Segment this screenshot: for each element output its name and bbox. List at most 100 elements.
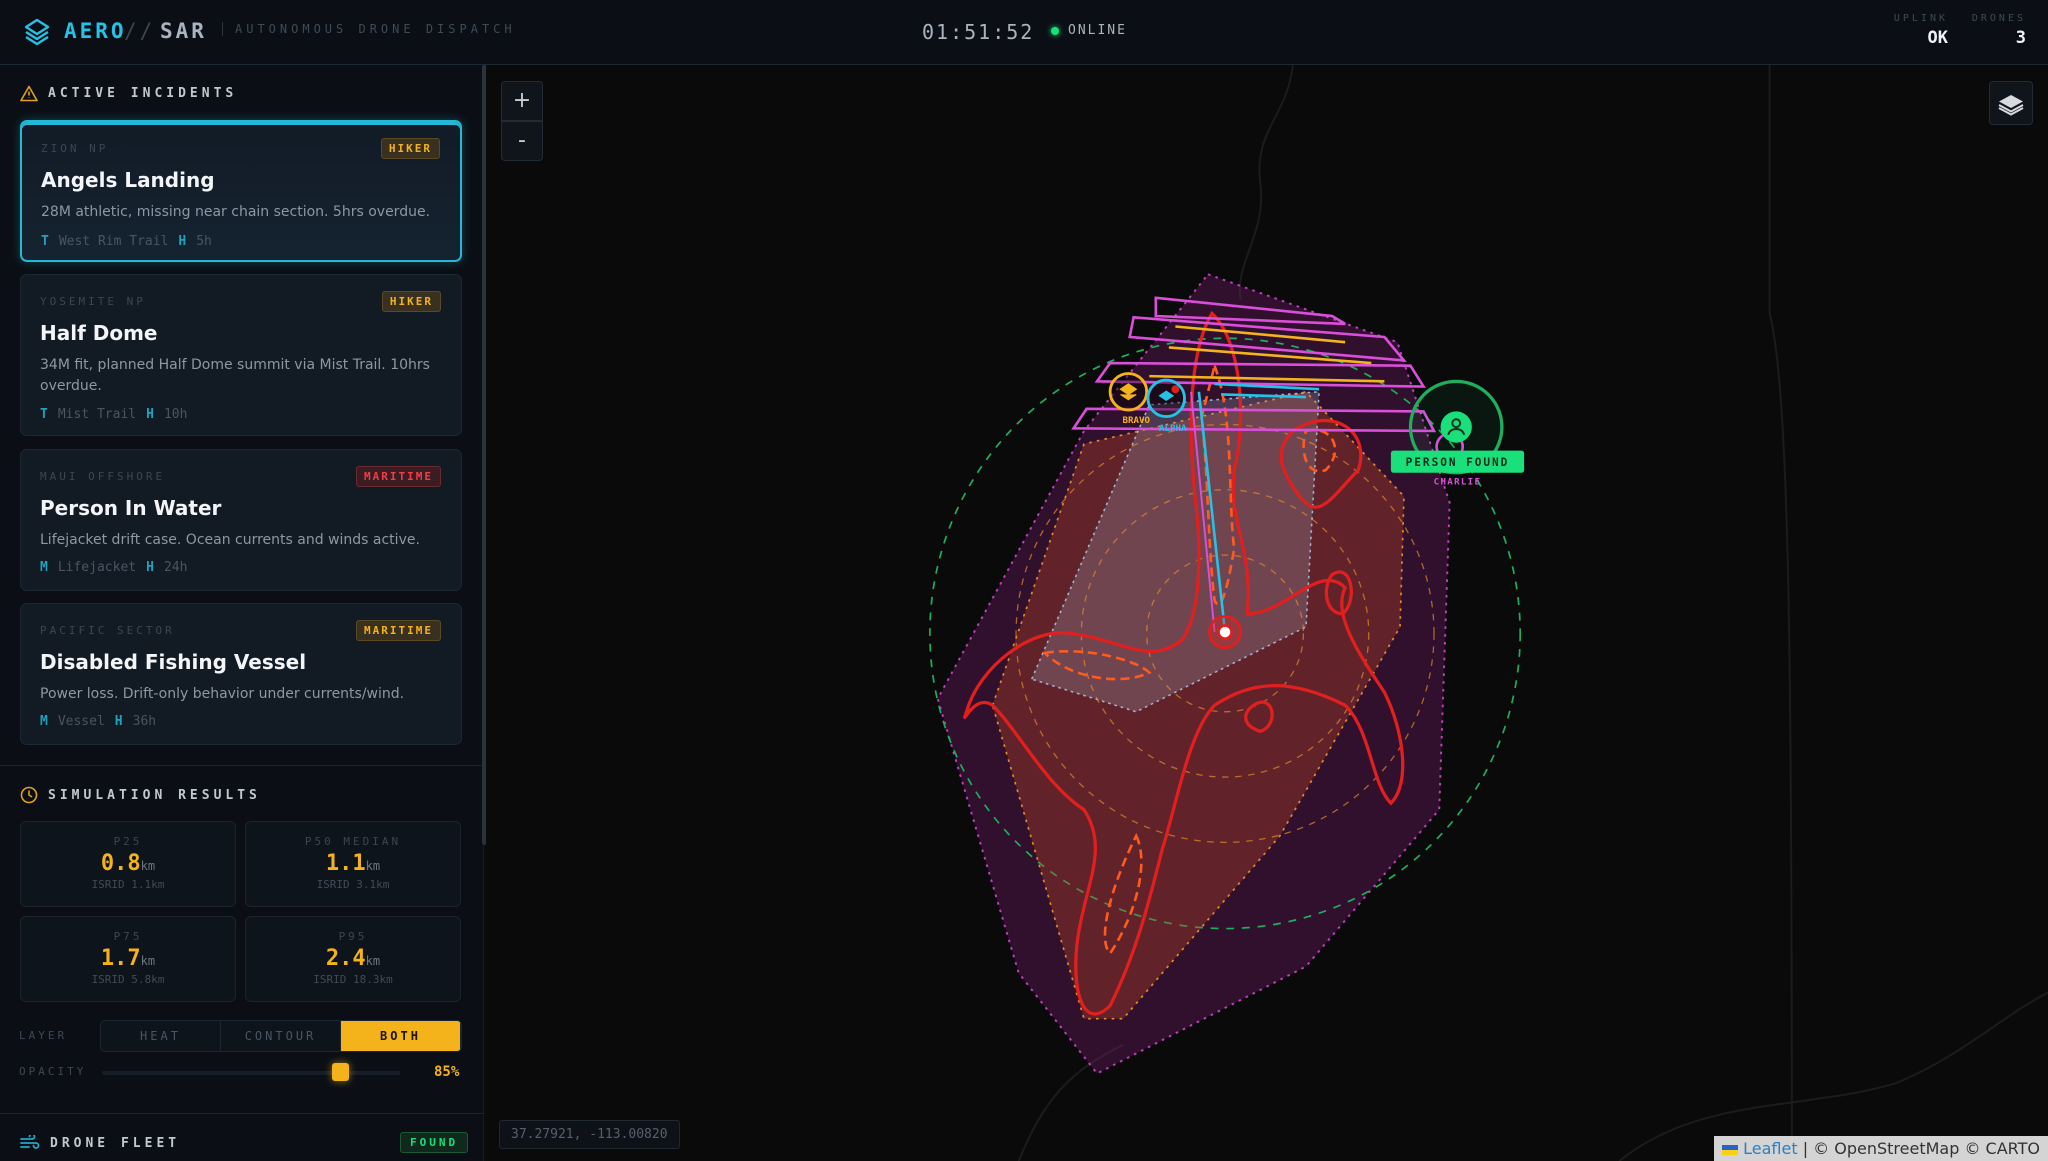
incident-title: Person In Water bbox=[40, 496, 222, 520]
simulation-title: SIMULATION RESULTS bbox=[48, 787, 261, 803]
clock: 01:51:52 bbox=[922, 20, 1035, 44]
layer-option-contour[interactable]: CONTOUR bbox=[221, 1021, 341, 1051]
meta-key: H bbox=[178, 234, 187, 249]
stat-number: 1.7 bbox=[100, 946, 141, 971]
incident-title: Disabled Fishing Vessel bbox=[40, 650, 307, 674]
layer-option-heat[interactable]: HEAT bbox=[101, 1021, 221, 1051]
opacity-slider-thumb[interactable] bbox=[332, 1063, 350, 1081]
stat-unit: km bbox=[140, 859, 156, 873]
drone-path bbox=[1197, 391, 1227, 633]
stat-value: 0.8km bbox=[21, 851, 235, 876]
sidebar: ACTIVE INCIDENTS ZION NP HIKER Angels La… bbox=[0, 65, 484, 1161]
incident-description: Power loss. Drift-only behavior under cu… bbox=[40, 686, 405, 702]
warning-triangle-icon bbox=[20, 85, 38, 102]
meta-object: Vessel bbox=[57, 714, 105, 729]
zoom-in-button[interactable]: + bbox=[501, 81, 543, 121]
map-attribution: Leaflet | © OpenStreetMap © CARTO bbox=[1714, 1136, 2048, 1161]
drone-label-bravo: BRAVO bbox=[1122, 416, 1150, 426]
stat-number: 1.1 bbox=[325, 851, 366, 876]
drones-stat: DRONES 3 bbox=[1972, 13, 2026, 48]
opacity-label: OPACITY bbox=[19, 1065, 87, 1078]
meta-trail: Mist Trail bbox=[57, 407, 137, 422]
heat-contours bbox=[963, 310, 1405, 1016]
incident-card-half-dome[interactable]: YOSEMITE NP HIKER Half Dome 34M fit, pla… bbox=[20, 274, 462, 436]
incident-meta: T West Rim Trail H 5h bbox=[41, 234, 212, 249]
map-view[interactable]: BRAVO ALPHA PERSON FOUND CHARLIE + - 37.… bbox=[486, 65, 2048, 1161]
incident-card-angels-landing[interactable]: ZION NP HIKER Angels Landing 28M athleti… bbox=[20, 120, 462, 262]
scan-lanes bbox=[1071, 296, 1437, 433]
contour-lines bbox=[1042, 361, 1337, 956]
uplink-value: OK bbox=[1927, 28, 1948, 48]
stat-isrid: ISRID 1.1km bbox=[91, 878, 165, 891]
coverage-area bbox=[1030, 390, 1320, 713]
wind-icon bbox=[20, 1135, 40, 1149]
layer-option-both[interactable]: BOTH bbox=[341, 1021, 461, 1051]
drone-fleet-header[interactable]: DRONE FLEET bbox=[20, 1135, 180, 1151]
section-divider bbox=[0, 765, 484, 766]
stat-unit: km bbox=[365, 954, 381, 968]
incident-region: MAUI OFFSHORE bbox=[40, 470, 166, 483]
incidents-title: ACTIVE INCIDENTS bbox=[48, 86, 238, 101]
meta-hours: 36h bbox=[132, 714, 157, 729]
stat-isrid: ISRID 18.3km bbox=[313, 973, 393, 986]
layer-toggle: HEAT CONTOUR BOTH bbox=[100, 1020, 462, 1052]
meta-key: T bbox=[40, 407, 48, 422]
stat-value: 1.7km bbox=[21, 946, 235, 971]
layers-button[interactable] bbox=[1989, 81, 2033, 125]
drone-path bbox=[1190, 391, 1216, 633]
opacity-slider[interactable] bbox=[102, 1071, 400, 1075]
incident-description: Lifejacket drift case. Ocean currents an… bbox=[40, 532, 420, 548]
incident-card-disabled-fishing-vessel[interactable]: PACIFIC SECTOR MARITIME Disabled Fishing… bbox=[20, 603, 462, 745]
stat-isrid: ISRID 5.8km bbox=[91, 973, 165, 986]
incident-card-person-in-water[interactable]: MAUI OFFSHORE MARITIME Person In Water L… bbox=[20, 449, 462, 591]
leaflet-link[interactable]: Leaflet bbox=[1743, 1139, 1798, 1158]
last-known-position-marker bbox=[1208, 615, 1243, 650]
sidebar-scrollbar[interactable] bbox=[482, 65, 487, 845]
terrain-lines bbox=[1017, 65, 2048, 1161]
layers-icon bbox=[1998, 95, 2024, 116]
person-found-label: PERSON FOUND bbox=[1406, 456, 1510, 469]
search-radius-ring bbox=[929, 337, 1522, 930]
opacity-value: 85% bbox=[434, 1064, 460, 1080]
meta-key: H bbox=[146, 407, 154, 422]
incident-meta: M Vessel H 36h bbox=[40, 714, 156, 729]
meta-hours: 5h bbox=[196, 234, 212, 249]
meta-hours: 24h bbox=[163, 560, 188, 575]
simulation-header: SIMULATION RESULTS bbox=[20, 786, 261, 804]
drone-label-alpha: ALPHA bbox=[1159, 424, 1187, 434]
stat-unit: km bbox=[365, 859, 381, 873]
incident-meta: T Mist Trail H 10h bbox=[40, 407, 187, 422]
meta-trail: West Rim Trail bbox=[58, 234, 169, 249]
uplink-label: UPLINK bbox=[1893, 13, 1948, 24]
drone-marker-bravo[interactable]: BRAVO bbox=[1108, 372, 1150, 427]
incident-region: PACIFIC SECTOR bbox=[40, 624, 175, 637]
brand-separator: // bbox=[124, 19, 156, 43]
app-subtitle: AUTONOMOUS DRONE DISPATCH bbox=[222, 22, 516, 36]
stat-label: P95 bbox=[338, 930, 368, 943]
map-overlay: BRAVO ALPHA PERSON FOUND CHARLIE bbox=[929, 65, 2048, 1161]
stat-tile-p50: P50 MEDIAN 1.1km ISRID 3.1km bbox=[245, 821, 461, 907]
person-found-marker[interactable]: PERSON FOUND CHARLIE bbox=[1390, 379, 1525, 488]
brand-sar: SAR bbox=[160, 19, 207, 43]
incident-region: ZION NP bbox=[41, 142, 109, 155]
zoom-out-button[interactable]: - bbox=[501, 121, 543, 161]
stat-label: P50 MEDIAN bbox=[304, 835, 402, 848]
meta-key: T bbox=[41, 234, 49, 249]
drones-value: 3 bbox=[2015, 28, 2026, 48]
incident-type-badge: MARITIME bbox=[356, 466, 441, 487]
search-area-hull bbox=[936, 273, 1451, 1075]
drone-marker-alpha[interactable]: ALPHA bbox=[1146, 378, 1187, 434]
incident-title: Half Dome bbox=[40, 321, 158, 345]
layers-logo-icon bbox=[24, 18, 50, 46]
meta-key: M bbox=[40, 714, 48, 729]
incident-meta: M Lifejacket H 24h bbox=[40, 560, 187, 575]
meta-key: H bbox=[114, 714, 123, 729]
stat-tile-p25: P25 0.8km ISRID 1.1km bbox=[20, 821, 236, 907]
incident-title: Angels Landing bbox=[41, 168, 215, 192]
meta-key: M bbox=[40, 560, 48, 575]
meta-hours: 10h bbox=[163, 407, 188, 422]
layer-label: LAYER bbox=[19, 1029, 68, 1042]
stat-tile-p75: P75 1.7km ISRID 5.8km bbox=[20, 916, 236, 1002]
stat-number: 0.8 bbox=[100, 851, 141, 876]
stat-value: 1.1km bbox=[246, 851, 460, 876]
